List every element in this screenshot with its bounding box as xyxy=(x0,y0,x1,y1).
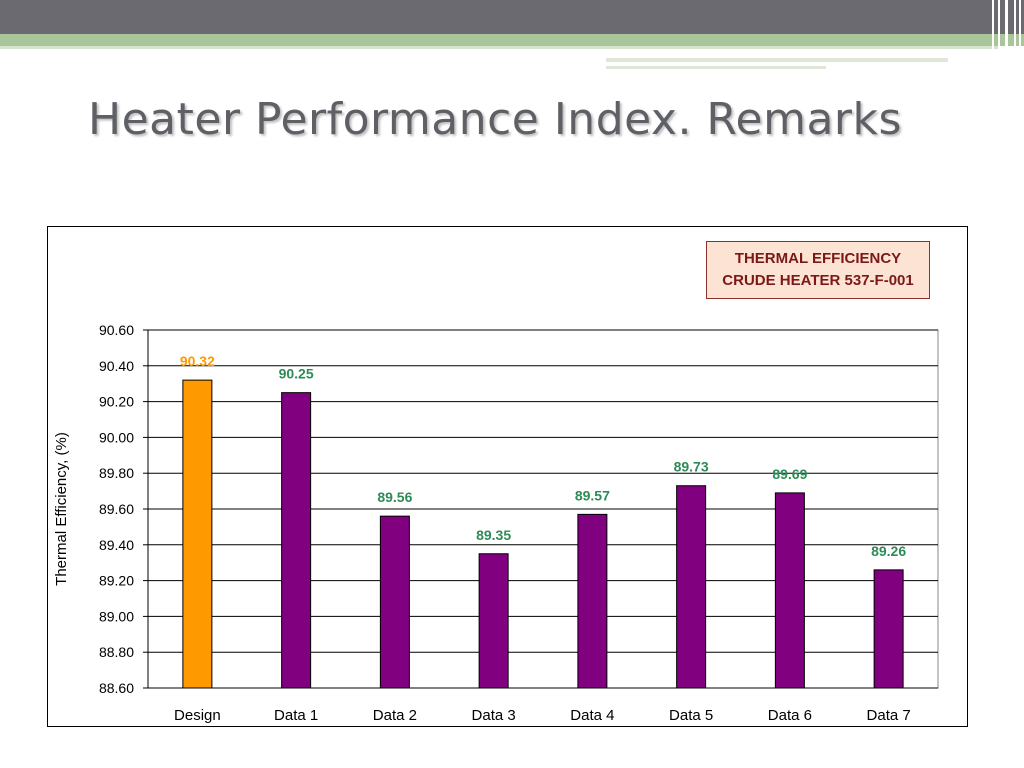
y-tick-label: 90.20 xyxy=(99,394,134,410)
decorative-line xyxy=(606,58,948,62)
header-green-band xyxy=(0,34,1024,46)
chart-legend: THERMAL EFFICIENCY CRUDE HEATER 537-F-00… xyxy=(706,241,930,299)
data-label: 89.56 xyxy=(377,489,412,505)
x-tick-label: Design xyxy=(174,707,221,724)
y-tick-label: 90.60 xyxy=(99,322,134,338)
bar-data xyxy=(577,513,608,689)
x-tick-label: Data 5 xyxy=(669,707,713,724)
data-label: 89.35 xyxy=(476,527,511,543)
x-tick-label: Data 1 xyxy=(274,707,318,724)
legend-line-2: CRUDE HEATER 537-F-001 xyxy=(722,272,914,289)
bar-data xyxy=(478,553,509,689)
decorative-line xyxy=(606,66,826,69)
bar-data xyxy=(676,485,707,689)
bar-data xyxy=(379,515,410,689)
y-tick-label: 89.40 xyxy=(99,537,134,553)
y-tick-label: 89.60 xyxy=(99,501,134,517)
y-tick-label: 90.00 xyxy=(99,429,134,445)
x-tick-label: Data 6 xyxy=(768,707,812,724)
data-label: 90.25 xyxy=(279,366,314,382)
bar-data xyxy=(774,492,805,689)
data-label: 89.73 xyxy=(674,459,709,475)
x-tick-label: Data 7 xyxy=(867,707,911,724)
y-tick-label: 88.60 xyxy=(99,680,134,696)
data-label: 90.32 xyxy=(180,353,215,369)
data-label: 89.69 xyxy=(772,466,807,482)
y-axis-title: Thermal Efficiency, (%) xyxy=(53,432,70,586)
header-dark-band xyxy=(0,0,1024,34)
data-label: 89.57 xyxy=(575,487,610,503)
y-tick-label: 88.80 xyxy=(99,644,134,660)
y-tick-label: 89.20 xyxy=(99,573,134,589)
slide-title: Heater Performance Index. Remarks xyxy=(88,94,902,145)
legend-line-1: THERMAL EFFICIENCY xyxy=(734,250,902,267)
decorative-stripes xyxy=(988,0,1024,72)
y-tick-label: 89.80 xyxy=(99,465,134,481)
y-tick-label: 90.40 xyxy=(99,358,134,374)
data-label: 89.26 xyxy=(871,543,906,559)
x-tick-label: Data 2 xyxy=(373,707,417,724)
bar-data xyxy=(873,569,904,689)
x-tick-label: Data 3 xyxy=(472,707,516,724)
y-tick-label: 89.00 xyxy=(99,608,134,624)
bar-data xyxy=(281,392,312,689)
header-light-line xyxy=(0,46,1000,49)
x-tick-label: Data 4 xyxy=(570,707,614,724)
bar-design xyxy=(182,379,213,689)
